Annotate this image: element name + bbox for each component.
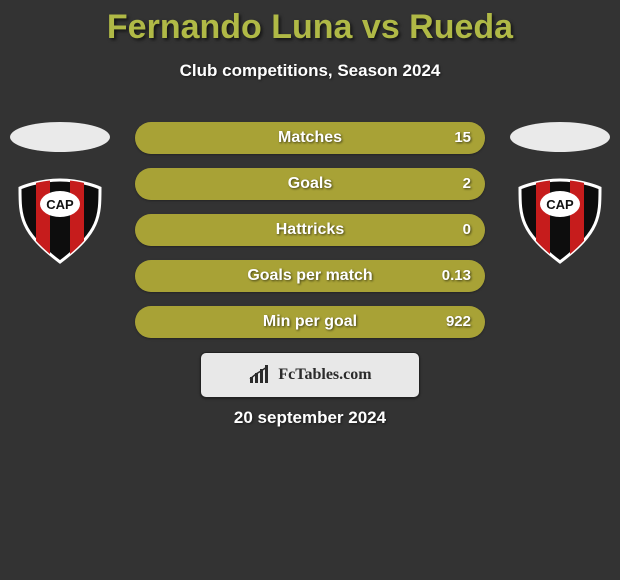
club-logo-left: CAP	[10, 176, 110, 266]
stat-value-right: 15	[454, 122, 471, 154]
stat-label: Hattricks	[135, 214, 485, 246]
footer-brand-text: FcTables.com	[278, 366, 371, 384]
footer-brand-card: FcTables.com	[200, 352, 420, 398]
stat-row: Matches15	[135, 122, 485, 154]
stat-label: Matches	[135, 122, 485, 154]
stat-row: Min per goal922	[135, 306, 485, 338]
stat-value-right: 2	[463, 168, 471, 200]
stat-value-right: 0.13	[442, 260, 471, 292]
svg-text:CAP: CAP	[46, 197, 74, 212]
svg-text:CAP: CAP	[546, 197, 574, 212]
comparison-subtitle: Club competitions, Season 2024	[0, 47, 620, 81]
stats-container: Matches15 Goals2 Hattricks0 Goals per match…	[135, 122, 485, 352]
stat-row: Hattricks0	[135, 214, 485, 246]
stat-label: Goals	[135, 168, 485, 200]
player-avatar-right	[510, 122, 610, 152]
club-logo-right: CAP	[510, 176, 610, 266]
stat-label: Goals per match	[135, 260, 485, 292]
infographic-date: 20 september 2024	[0, 408, 620, 428]
player-avatar-left	[10, 122, 110, 152]
stat-label: Min per goal	[135, 306, 485, 338]
stat-value-right: 922	[446, 306, 471, 338]
stat-row: Goals2	[135, 168, 485, 200]
stat-row: Goals per match0.13	[135, 260, 485, 292]
comparison-title: Fernando Luna vs Rueda	[0, 0, 620, 47]
stat-value-right: 0	[463, 214, 471, 246]
chart-icon	[248, 365, 272, 385]
